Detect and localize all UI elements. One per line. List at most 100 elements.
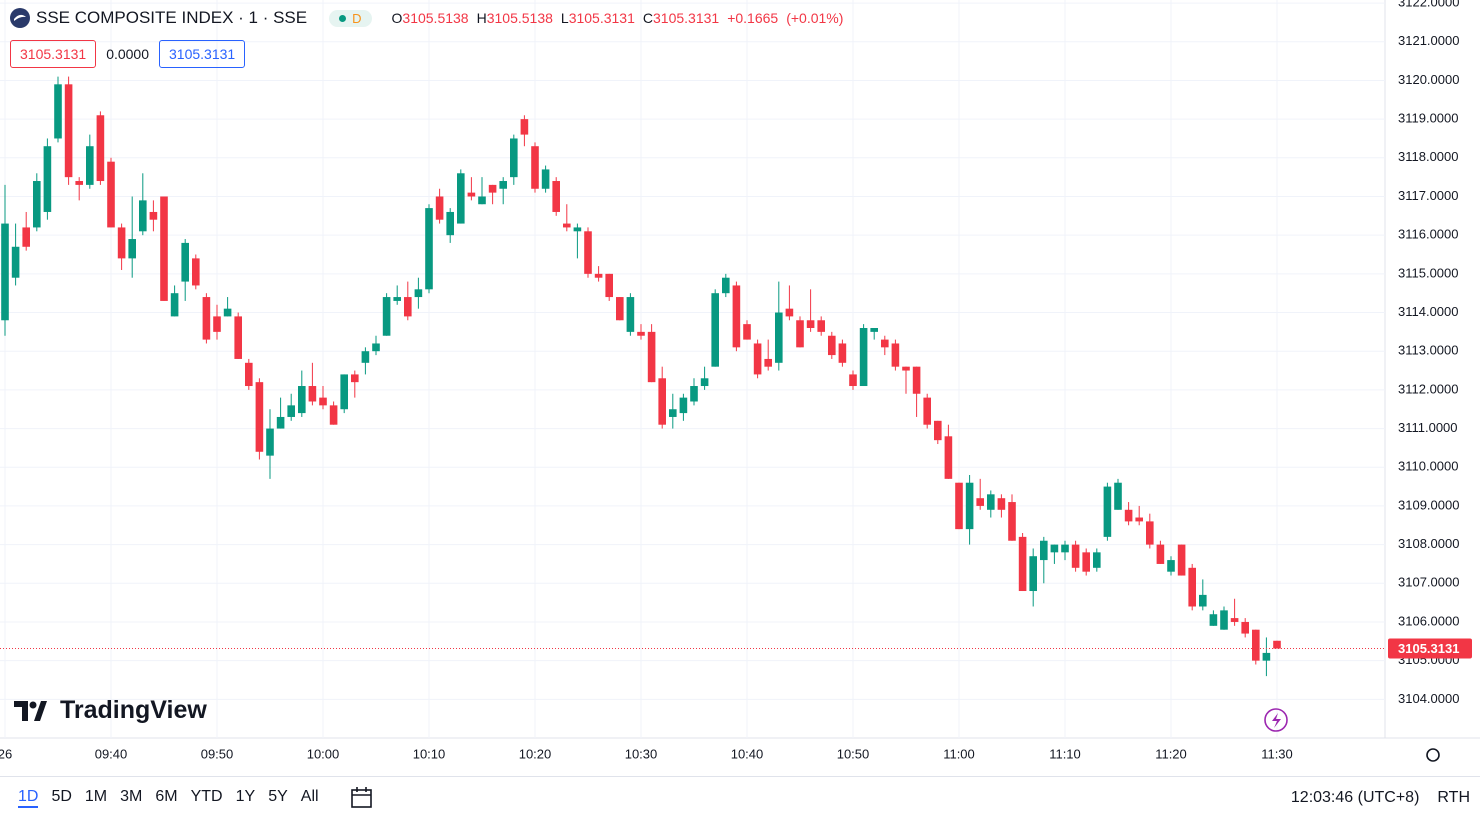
candle-body xyxy=(22,227,30,247)
candle-body xyxy=(308,386,317,402)
symbol-title[interactable]: SSE COMPOSITE INDEX · 1 · SSE xyxy=(36,8,308,27)
x-tick-label: 10:10 xyxy=(413,746,446,761)
candle-body xyxy=(1093,552,1101,568)
candle-body xyxy=(796,320,804,348)
ohlc-key: H xyxy=(476,10,487,26)
candle-body xyxy=(923,397,931,425)
candle-body xyxy=(382,297,391,336)
range-button[interactable]: 1M xyxy=(84,788,108,805)
y-tick-label: 3104.0000 xyxy=(1398,691,1459,706)
candle-body xyxy=(616,297,624,321)
range-buttons: 1D 5D 1M 3M 6M YTD 1Y 5Y All xyxy=(0,788,319,808)
range-button[interactable]: 3M xyxy=(120,788,143,805)
candle-body xyxy=(1209,614,1218,626)
x-tick-label: 10:30 xyxy=(625,746,658,761)
candle-body xyxy=(690,386,698,402)
range-button[interactable]: All xyxy=(300,788,319,805)
candle-body xyxy=(1050,544,1059,553)
candle-body xyxy=(1156,544,1165,564)
candle-body xyxy=(902,366,910,371)
y-tick-label: 3122.0000 xyxy=(1398,0,1459,10)
x-tick-label: 11:30 xyxy=(1261,746,1293,761)
spread: 0.0000 xyxy=(106,46,150,62)
candle-body xyxy=(1135,517,1143,522)
ohlc-value: 3105.3131 xyxy=(653,10,720,26)
candle-body xyxy=(584,231,592,274)
candle-body xyxy=(266,428,274,456)
candle-body xyxy=(711,293,719,367)
candle-body xyxy=(457,173,465,224)
y-tick-label: 3111.0000 xyxy=(1398,420,1458,435)
candle-body xyxy=(499,181,507,189)
candle-body xyxy=(245,362,253,387)
x-tick-label: 11:10 xyxy=(1049,746,1081,761)
candle-body xyxy=(764,358,772,367)
candle-body xyxy=(637,331,645,336)
candle-body xyxy=(1188,567,1196,607)
candle-body xyxy=(912,366,921,394)
candle-body xyxy=(594,273,603,278)
ohlc-key: L xyxy=(560,10,569,26)
date-range-icon[interactable] xyxy=(349,785,375,811)
interval-badge[interactable]: D xyxy=(329,9,372,27)
candle-body xyxy=(64,84,73,178)
y-tick-label: 3121.0000 xyxy=(1398,33,1459,48)
candle-body xyxy=(139,200,147,232)
range-button[interactable]: YTD xyxy=(190,788,223,805)
y-tick-label: 3116.0000 xyxy=(1398,227,1459,242)
range-button[interactable]: 1Y xyxy=(235,788,256,805)
settings-ring xyxy=(1426,748,1440,762)
candle-body xyxy=(33,181,41,228)
candle-body xyxy=(976,498,984,506)
candle-body xyxy=(223,308,232,317)
clock[interactable]: 12:03:46 (UTC+8) xyxy=(1290,789,1420,806)
ohlc-value: 3105.3131 xyxy=(568,10,635,26)
y-tick-label: 3115.0000 xyxy=(1398,265,1459,280)
candle-body xyxy=(520,119,529,135)
y-tick-label: 3108.0000 xyxy=(1398,536,1459,551)
x-tick-label: 10:40 xyxy=(731,746,764,761)
candle-body xyxy=(1146,521,1154,545)
y-tick-label: 3119.0000 xyxy=(1398,111,1459,126)
candle-body xyxy=(1177,544,1186,576)
flash-icon xyxy=(1264,708,1288,732)
session[interactable]: RTH xyxy=(1437,789,1470,806)
y-tick-label: 3109.0000 xyxy=(1398,497,1459,512)
candle-body xyxy=(43,146,52,212)
candle-body xyxy=(404,297,412,317)
range-button[interactable]: 6M xyxy=(155,788,178,805)
ohlc-value: 3105.5138 xyxy=(402,10,469,26)
range-button[interactable]: 5Y xyxy=(268,788,288,805)
settings-icon xyxy=(1426,748,1440,762)
candle-body xyxy=(828,335,836,356)
candle-body xyxy=(192,258,200,286)
y-tick-label: 3107.0000 xyxy=(1398,575,1459,590)
candle-body xyxy=(202,297,211,340)
candle-body xyxy=(1124,509,1133,522)
candle-body xyxy=(287,405,295,417)
range-button[interactable]: 1D xyxy=(18,788,39,808)
candle-body xyxy=(128,239,136,259)
candle-body xyxy=(351,374,359,383)
ohlc-key: O xyxy=(391,10,403,26)
candle-body xyxy=(849,374,857,387)
bottom-toolbar: 1D 5D 1M 3M 6M YTD 1Y 5Y All 12:03:46 (UTC+8) RT… xyxy=(0,776,1480,819)
candle-body xyxy=(753,343,762,375)
ask-button[interactable]: 3105.3131 xyxy=(159,40,246,68)
candle-body xyxy=(149,211,158,220)
bid-button[interactable]: 3105.3131 xyxy=(10,40,97,68)
candle-body xyxy=(86,146,94,185)
ohlc-key: C xyxy=(642,10,654,26)
candle-body xyxy=(1103,486,1112,537)
candle-body xyxy=(1008,502,1016,541)
candle-body xyxy=(605,273,613,298)
candle-body xyxy=(573,227,582,232)
candle-body xyxy=(181,242,189,282)
candle-body xyxy=(870,328,878,332)
range-button[interactable]: 5D xyxy=(51,788,72,805)
candle-body xyxy=(75,181,83,185)
candle-body xyxy=(1199,594,1207,607)
candle-body xyxy=(732,285,741,348)
candle-body xyxy=(170,293,179,317)
x-tick-label: 11:20 xyxy=(1155,746,1187,761)
